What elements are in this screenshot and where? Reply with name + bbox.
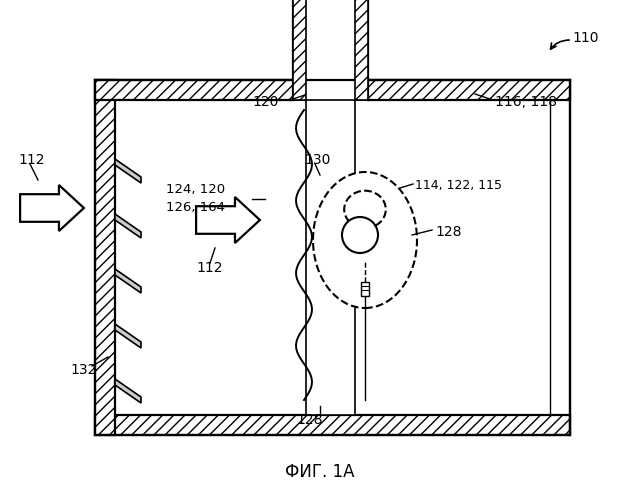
Bar xyxy=(368,80,570,100)
Text: 110: 110 xyxy=(572,31,599,45)
Bar xyxy=(306,100,355,415)
Bar xyxy=(95,415,570,435)
Circle shape xyxy=(342,217,378,253)
Text: 128: 128 xyxy=(297,413,323,427)
Bar xyxy=(361,282,369,296)
Polygon shape xyxy=(115,379,141,403)
Text: 126, 164: 126, 164 xyxy=(166,202,225,214)
Text: 116, 118: 116, 118 xyxy=(495,95,557,109)
Text: ФИГ. 1А: ФИГ. 1А xyxy=(285,463,354,481)
Text: 124, 120: 124, 120 xyxy=(166,184,225,196)
Text: 128: 128 xyxy=(435,225,462,239)
Bar xyxy=(95,80,570,435)
Bar xyxy=(95,80,115,435)
Bar xyxy=(306,0,355,100)
Bar xyxy=(293,0,306,100)
Text: 132: 132 xyxy=(70,363,96,377)
Polygon shape xyxy=(115,159,141,183)
Text: 120: 120 xyxy=(252,95,278,109)
Text: 114, 122, 115: 114, 122, 115 xyxy=(415,178,502,192)
Bar xyxy=(355,0,368,100)
Ellipse shape xyxy=(313,172,417,308)
Bar xyxy=(95,80,293,100)
Polygon shape xyxy=(20,185,84,231)
Polygon shape xyxy=(196,197,260,243)
Text: 112: 112 xyxy=(18,153,44,167)
Text: 112: 112 xyxy=(196,261,222,275)
Polygon shape xyxy=(115,269,141,293)
Bar xyxy=(95,80,570,435)
Ellipse shape xyxy=(344,190,386,228)
Polygon shape xyxy=(115,324,141,348)
Text: 130: 130 xyxy=(304,153,330,167)
Polygon shape xyxy=(115,214,141,238)
